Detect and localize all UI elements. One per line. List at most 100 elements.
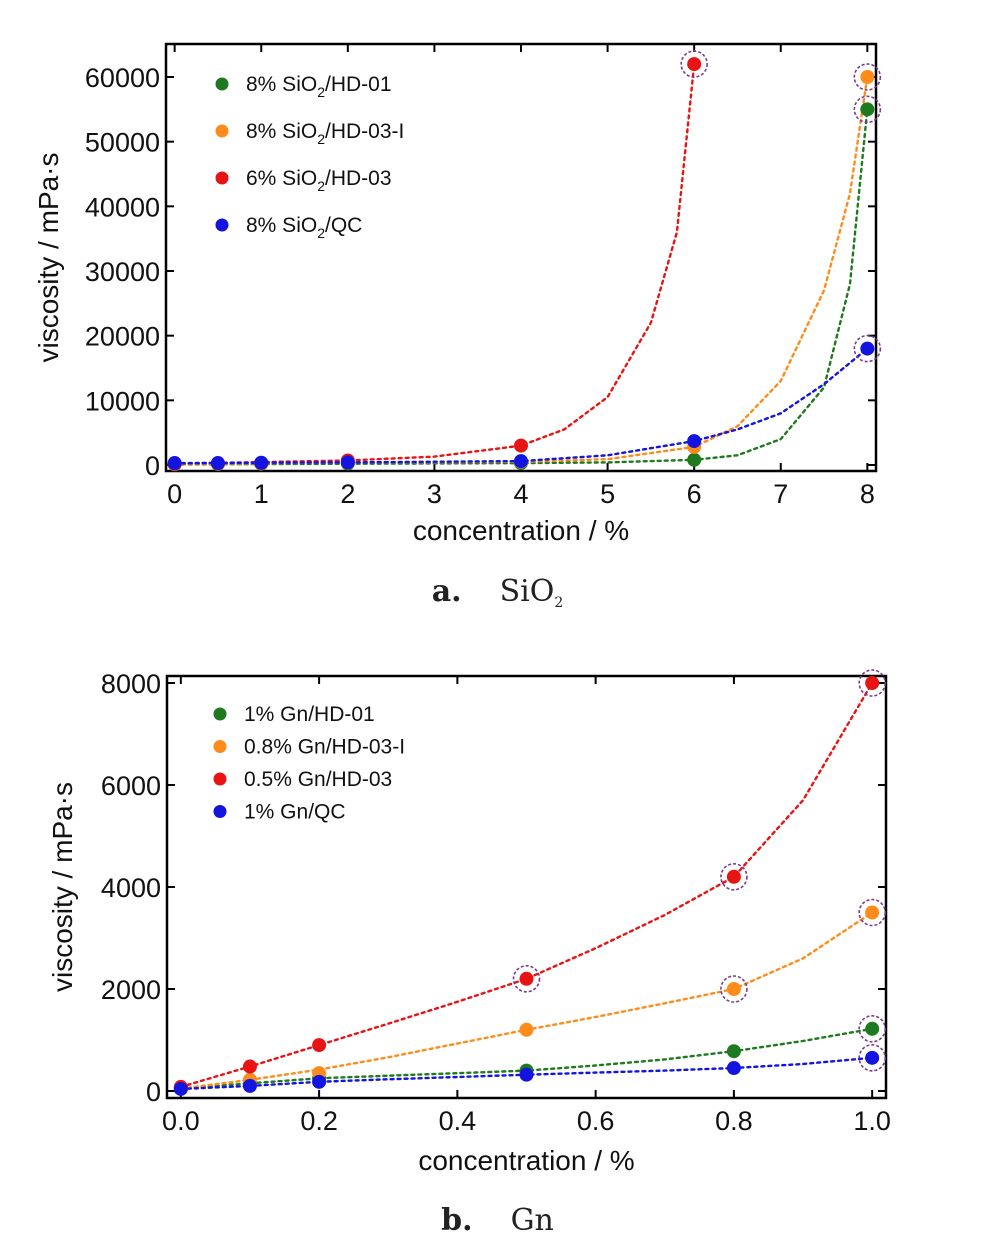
data-point [210,456,225,471]
highlight-ring [853,95,882,124]
y-tick-label: 10000 [85,386,160,416]
data-point [312,1038,327,1053]
x-tick-label: 8 [860,479,875,509]
y-tick-label: 60000 [85,63,160,93]
legend-marker [213,805,227,818]
data-point [687,57,702,72]
data-point [519,971,534,986]
legend-marker [215,171,229,185]
legend-label: 0.5% Gn/HD-03 [244,768,392,791]
data-point [726,869,741,884]
y-tick-label: 2000 [101,975,161,1005]
highlight-ring [853,63,882,91]
legend-label: 1% Gn/HD-01 [244,703,375,726]
data-point [687,434,702,449]
x-tick-label: 0.6 [577,1106,615,1136]
legend-marker [213,707,227,721]
legend-marker [215,218,229,232]
data-point [726,982,741,996]
x-tick-label: 1 [254,479,269,509]
x-tick-label: 0.4 [439,1106,477,1136]
chart-panel-b: 0.0 0.2 0.4 0.6 0.8 1.0 0 2000 4000 6000 8000 conce… [47,669,891,1176]
caption-a-main: SiO [499,574,555,609]
data-point [860,102,875,117]
x-tick-label: 1.0 [853,1106,891,1136]
x-tick-label: 4 [513,479,528,509]
data-point [514,438,528,453]
x-tick-label: 0.2 [300,1106,338,1136]
y-tick-label: 50000 [85,128,160,158]
data-point [860,341,875,356]
series-fit-curve [173,108,869,466]
highlight-ring [512,964,541,993]
data-point [312,1074,327,1089]
y-tick-label: 0 [146,1077,161,1107]
y-tick-label: 6000 [101,771,161,801]
y-tick-label: 30000 [85,257,160,287]
data-point [519,1067,534,1082]
data-point [865,1021,880,1036]
highlight-ring [853,334,882,363]
y-tick-label: 0 [145,451,160,481]
y-tick-label: 20000 [85,322,160,352]
y-axis-label: viscosity / mPa·s [33,152,64,362]
data-point [514,454,528,469]
caption-a-sub: 2 [554,595,564,611]
x-tick-label: 6 [687,479,702,509]
data-point [519,1022,534,1037]
y-axis-label: viscosity / mPa·s [47,782,78,992]
y-tick-label: 40000 [85,192,160,222]
legend-label: 1% Gn/QC [244,801,346,824]
highlight-ring [858,898,886,927]
x-tick-label: 0.0 [162,1106,200,1136]
data-point [254,455,269,470]
highlight-ring [858,669,886,697]
data-point [173,1081,188,1096]
legend-label: 8% SiO2/HD-01 [246,73,392,100]
legend-marker [215,77,229,91]
series-fit-curve [173,62,696,465]
highlight-ring [720,975,748,1003]
series-fit-curve [179,681,874,1089]
caption-b-main: Gn [510,1203,554,1238]
x-axis-label: concentration / % [413,515,629,546]
data-point [865,676,880,690]
data-point [242,1078,257,1093]
x-tick-label: 7 [773,479,788,509]
legend-label: 8% SiO2/HD-03-I [246,120,404,147]
legend-marker [213,772,227,786]
x-tick-label: 0.8 [715,1106,753,1136]
y-tick-label: 8000 [101,669,161,699]
legend-label: 0.8% Gn/HD-03-I [244,736,405,759]
highlight-ring [858,1044,886,1072]
highlight-ring [680,50,708,78]
x-tick-label: 0 [167,479,182,509]
data-point [167,456,182,471]
data-point [340,455,355,470]
data-point [726,1061,741,1076]
x-axis-label: concentration / % [418,1145,634,1176]
caption-a-tag: a. [431,574,462,609]
caption-b: b. Gn [0,1203,995,1240]
caption-b-tag: b. [441,1203,473,1238]
series-fit-curve [179,1027,874,1090]
x-tick-label: 2 [340,479,355,509]
data-point [865,1050,880,1065]
legend-marker [215,124,229,138]
data-point [860,70,875,84]
data-point [865,905,880,920]
series-fit-curve [179,1056,874,1091]
data-point [687,452,702,467]
legend-label: 8% SiO2/QC [246,214,362,241]
plot-frame [164,42,878,473]
x-tick-label: 5 [600,479,615,509]
data-point [726,1044,741,1059]
x-tick-label: 3 [427,479,442,509]
series-fit-curve [179,911,874,1090]
legend-label: 6% SiO2/HD-03 [246,167,392,194]
highlight-ring [858,1014,886,1043]
chart-panel-a: 0 1 2 3 4 5 6 7 8 0 10000 20000 30000 40000 50000 60000… [33,42,882,546]
legend-marker [213,740,227,753]
highlight-ring [720,862,748,891]
